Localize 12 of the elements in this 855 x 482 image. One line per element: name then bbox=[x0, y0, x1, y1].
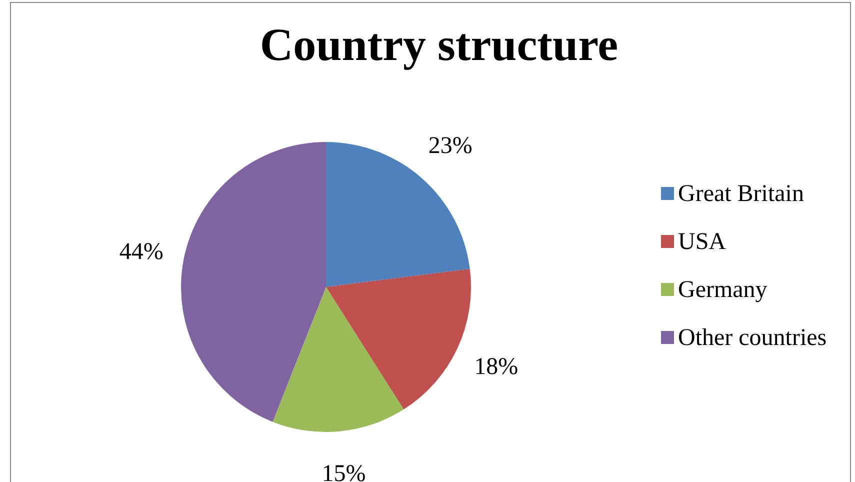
legend-label: USA bbox=[678, 229, 727, 255]
data-label: 15% bbox=[322, 461, 366, 482]
legend-label: Other countries bbox=[678, 325, 827, 351]
pie-slice bbox=[272, 287, 404, 432]
pie-slice bbox=[181, 142, 326, 422]
legend-label: Germany bbox=[678, 277, 768, 303]
data-label: 23% bbox=[428, 132, 472, 159]
pie-slice bbox=[326, 268, 471, 410]
legend-label: Great Britain bbox=[678, 181, 804, 207]
chart-title: Country structure bbox=[260, 19, 618, 70]
data-label: 44% bbox=[119, 238, 164, 265]
data-label: 18% bbox=[474, 354, 518, 380]
